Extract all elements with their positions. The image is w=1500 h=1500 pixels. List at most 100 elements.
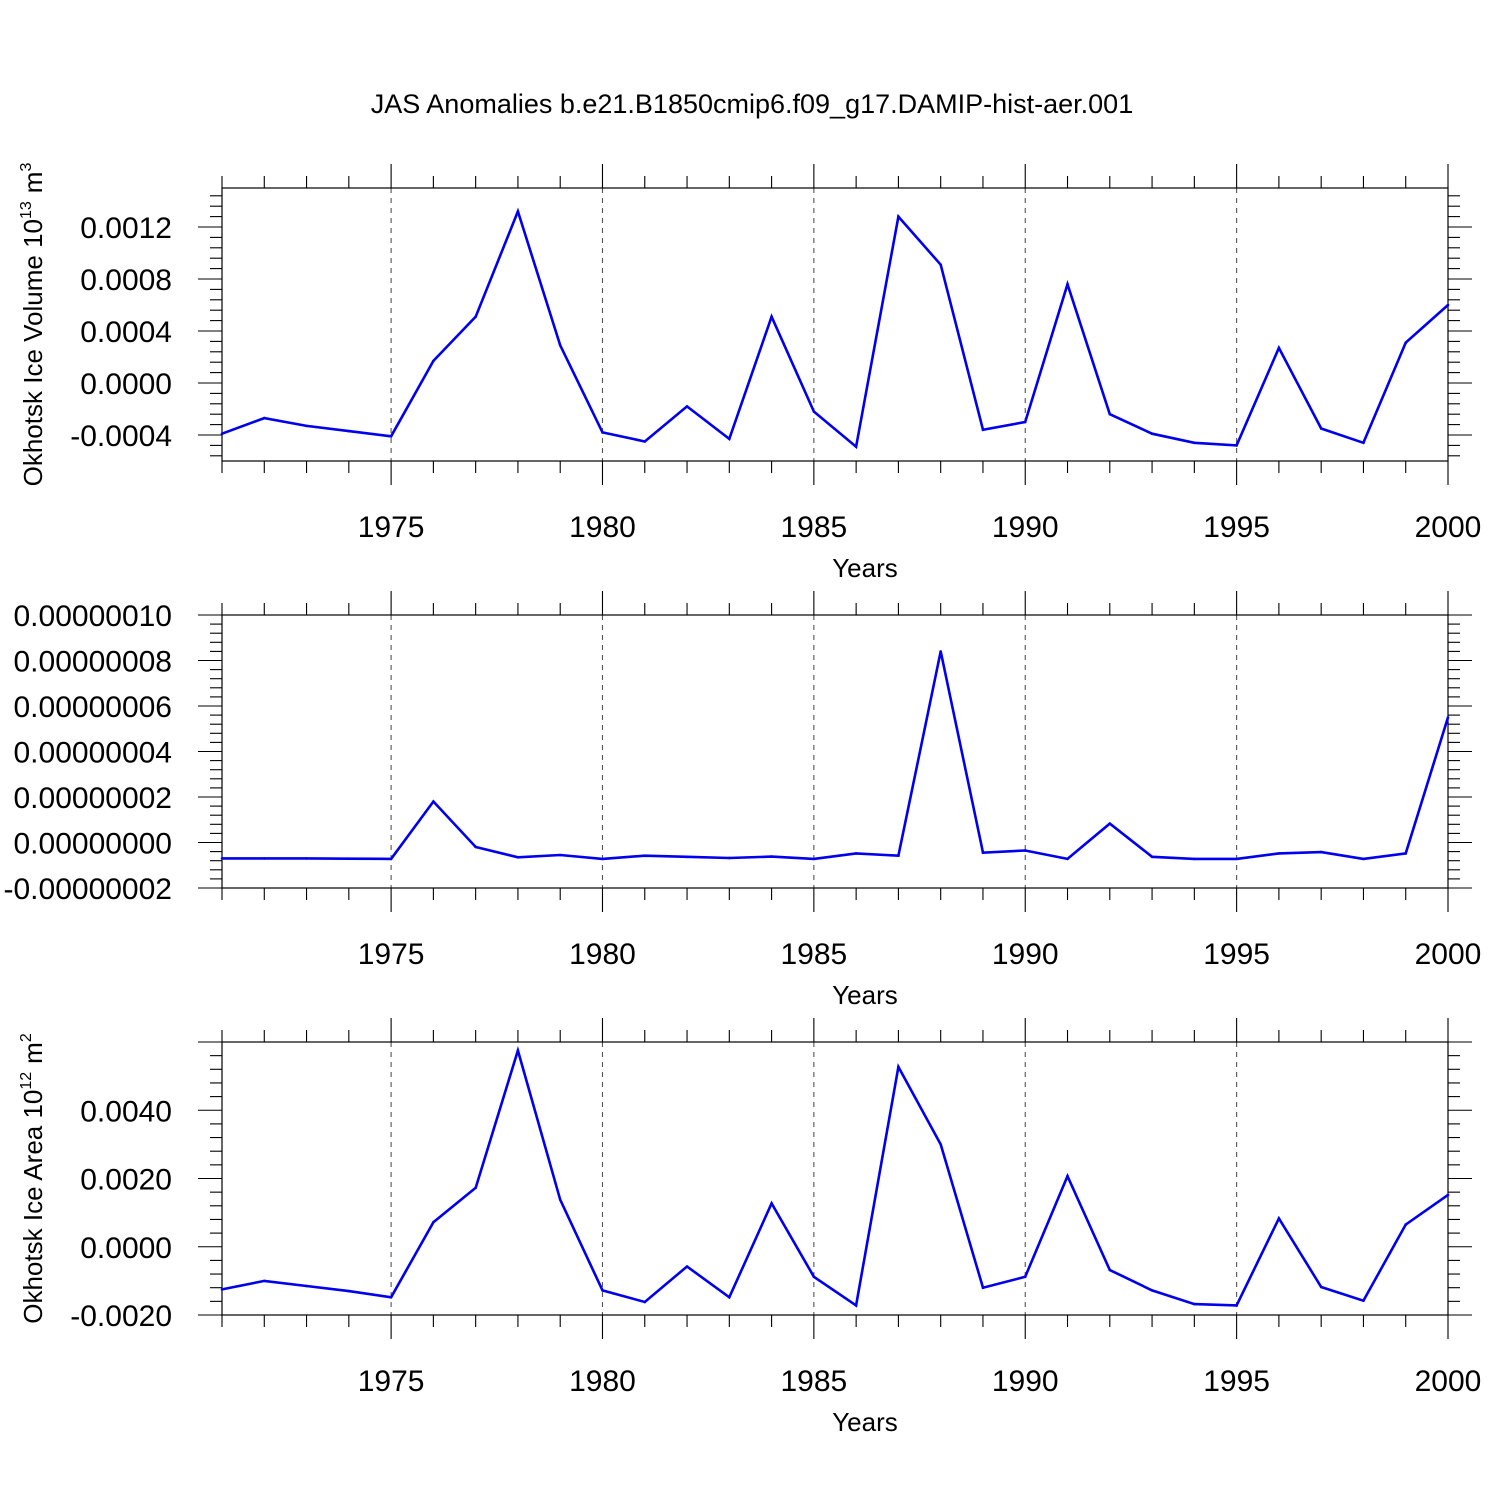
y-axis-label-unit: m [18,1042,48,1064]
y-tick-label: 0.00000002 [14,782,173,815]
panel-1: 1975 1980 1985 1990 1995 2000 Years -0.0004 0.00… [18,163,1481,583]
x-tick-label-1975: 1975 [358,511,425,544]
y-axis-label-exponent: 12 [18,1072,35,1090]
data-point-2000 [1446,716,1450,719]
data-point-1988 [939,1143,942,1146]
data-point-1975 [389,435,393,438]
data-point-1977 [474,1186,477,1190]
data-point-1987 [897,854,900,857]
plot-frame [221,614,1449,889]
data-point-1995 [1235,1304,1238,1307]
data-point-1974 [347,857,351,860]
data-point-1999 [1404,341,1408,345]
y-tick-label: 0.00000004 [14,737,173,770]
data-point-1989 [981,428,985,432]
data-point-1980 [601,1289,604,1292]
data-point-1986 [854,852,858,855]
data-point-1994 [1193,1302,1196,1306]
x-tick-label-1985: 1985 [780,938,847,971]
data-point-1989 [981,851,985,855]
data-point-1984 [770,315,773,319]
data-point-1985 [812,410,816,413]
x-tick-label-2000: 2000 [1415,1365,1482,1398]
y-axis-label-unit-exponent: 2 [18,1033,35,1042]
y-tick-label: -0.00000002 [4,873,173,906]
y-axis-label: Okhotsk Ice Volume 1013 m3 [18,163,48,487]
data-point-1983 [728,437,731,441]
data-point-1971 [220,857,224,860]
y-tick-label: 0.00000000 [14,828,173,861]
data-point-1971 [220,1288,224,1291]
data-point-1990 [1023,849,1027,852]
x-axis-label: Years [832,980,898,1010]
data-point-1992 [1108,1268,1112,1272]
data-point-1991 [1066,1174,1069,1178]
data-point-1976 [432,1220,435,1224]
data-point-1992 [1108,822,1112,825]
data-point-1983 [728,1295,731,1299]
data-point-1973 [305,1284,308,1288]
data-point-1973 [305,424,308,428]
y-tick-label: 0.0004 [80,316,172,349]
y-axis-label-text: Okhotsk Ice Volume 10 [18,219,48,486]
x-tick-label-1995: 1995 [1203,511,1270,544]
x-tick-label-1985: 1985 [780,511,847,544]
data-point-1998 [1362,441,1365,445]
data-point-1982 [685,1265,689,1268]
data-point-1989 [981,1286,985,1289]
data-point-1972 [262,857,266,860]
data-point-1991 [1066,282,1069,286]
x-tick-label-1990: 1990 [992,511,1059,544]
x-tick-label-1980: 1980 [569,938,636,971]
y-tick-label: 0.0020 [80,1164,172,1197]
data-point-2000 [1446,1193,1450,1197]
y-tick-label: 0.00000010 [14,600,173,633]
y-tick-label: -0.0004 [70,420,172,453]
data-point-1988 [939,263,942,267]
data-point-1982 [685,855,689,859]
data-point-1974 [347,429,351,433]
data-point-1978 [516,1049,520,1052]
data-point-1991 [1066,857,1069,861]
data-point-1985 [812,857,816,861]
data-point-1978 [516,855,520,859]
data-point-1983 [728,856,731,860]
y-tick-label: 0.0008 [80,264,172,297]
data-point-1973 [305,857,308,860]
data-point-1997 [1319,1285,1323,1289]
data-point-1996 [1277,852,1281,855]
y-tick-label: 0.0012 [80,212,172,245]
data-point-1980 [601,857,604,861]
data-point-1999 [1404,852,1408,855]
data-point-1977 [474,845,477,849]
y-axis-label-unit-exponent: 3 [18,163,35,172]
plot-frame [221,1041,1449,1316]
x-tick-label-1975: 1975 [358,938,425,971]
x-tick-label-1990: 1990 [992,938,1059,971]
data-point-1986 [854,1304,858,1307]
data-point-1990 [1023,420,1027,424]
data-point-1997 [1319,850,1323,854]
data-point-2000 [1446,303,1450,307]
data-point-1979 [558,853,562,857]
data-point-1999 [1404,1223,1408,1226]
x-axis-label: Years [832,553,898,583]
data-point-1995 [1235,857,1238,861]
y-axis-label: Okhotsk Ice Area 1012 m2 [18,1033,48,1324]
x-tick-label-1995: 1995 [1203,1365,1270,1398]
data-point-1987 [897,215,900,218]
data-point-1985 [812,1275,816,1279]
y-tick-label: 0.00000006 [14,691,173,724]
data-point-1981 [643,440,647,443]
data-point-1998 [1362,1299,1365,1302]
data-point-1988 [939,650,942,653]
data-point-1978 [516,210,520,213]
data-point-1982 [685,405,689,408]
data-point-1980 [601,431,604,434]
data-point-1992 [1108,412,1112,416]
series-line [221,1045,1449,1308]
y-tick-label: 0.0040 [80,1095,172,1128]
plot-frame [221,187,1449,462]
y-tick-label: -0.0020 [70,1300,172,1333]
x-tick-label-1995: 1995 [1203,938,1270,971]
